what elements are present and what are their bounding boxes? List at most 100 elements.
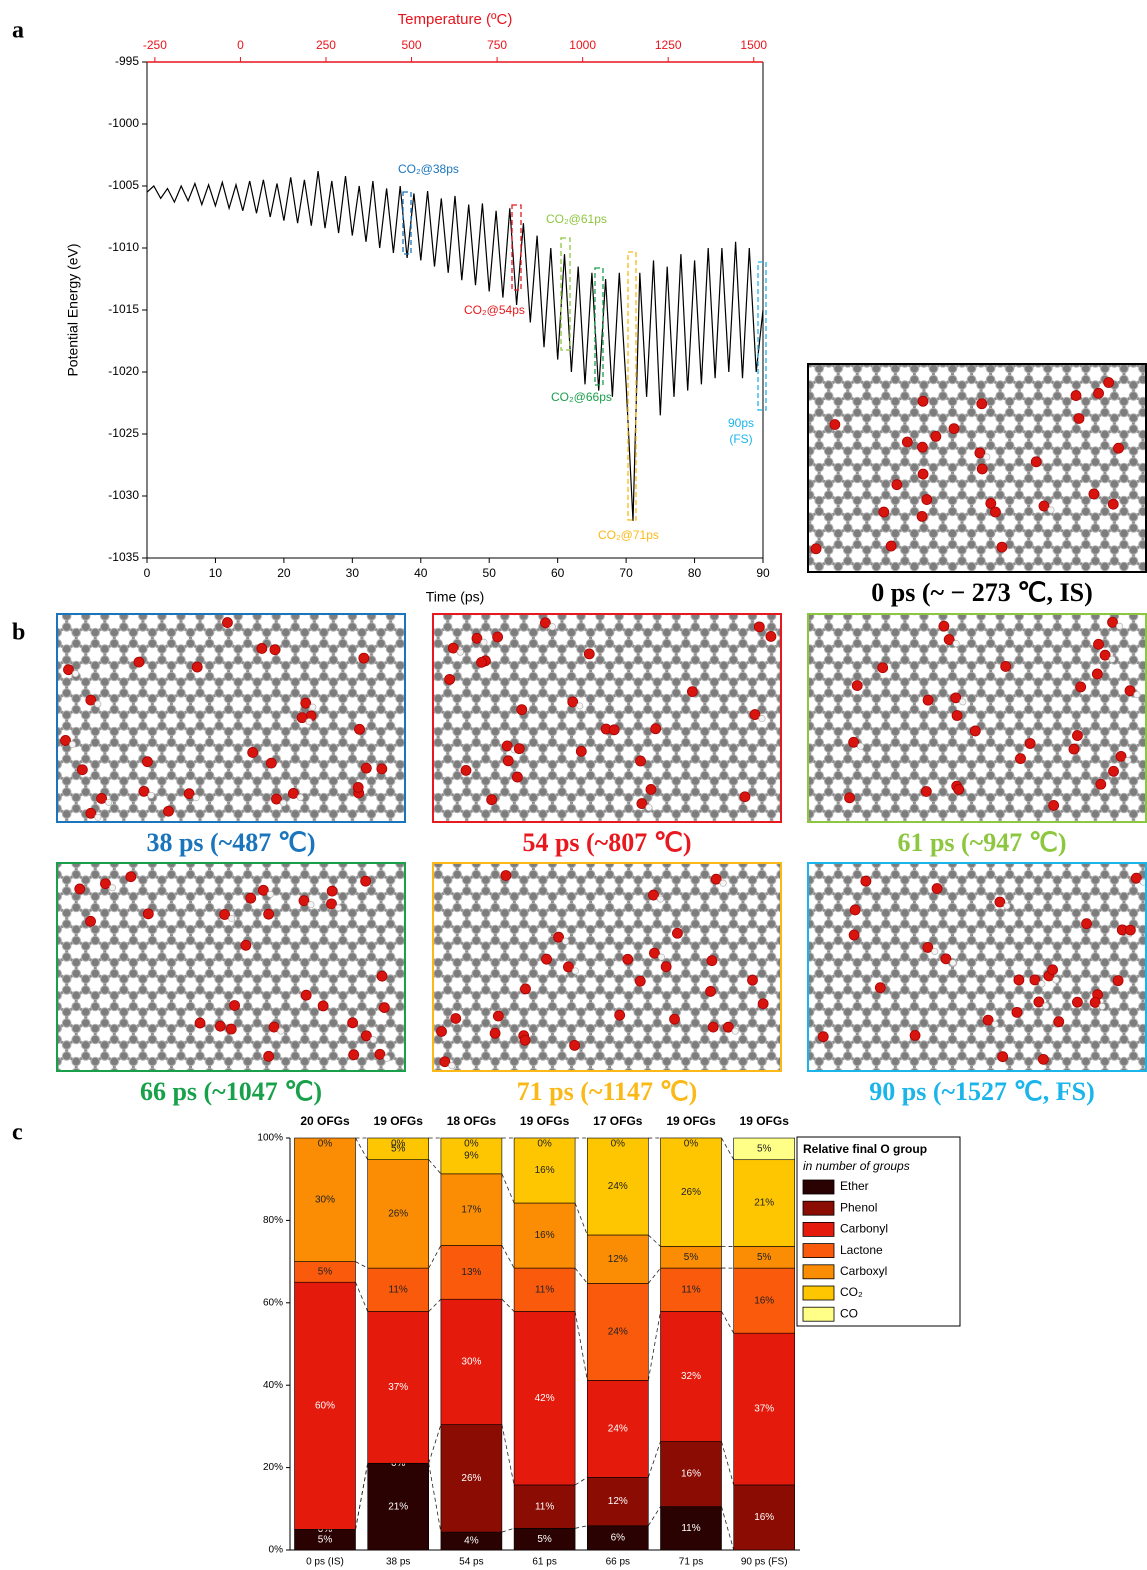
oxygen-atom [476, 656, 487, 668]
hydrogen-atom [383, 1054, 391, 1062]
connector [721, 1506, 735, 1551]
value-label: 12% [608, 1254, 628, 1265]
oxygen-atom [909, 1029, 921, 1041]
oxygen-atom [85, 915, 96, 927]
oxygen-atom [352, 781, 364, 793]
oxygen-atom [1038, 1053, 1049, 1065]
oxygen-atom [969, 725, 981, 737]
snapshot: 71 ps (~1147 ℃) [432, 862, 782, 1106]
oxygen-atom [74, 883, 86, 895]
x-axis-title: Time (ps) [426, 589, 485, 605]
bar-segment [513, 1484, 576, 1529]
y-tick-label: 100% [257, 1133, 283, 1144]
bar-segment [367, 1159, 430, 1269]
oxygen-atom [513, 743, 525, 755]
bar-segment [367, 1267, 430, 1312]
oxygen-atom [997, 1051, 1009, 1063]
snapshot: 0 ps (~ − 273 ℃, IS) [807, 363, 1147, 607]
value-label: 26% [681, 1187, 701, 1198]
value-label: 0% [611, 1139, 626, 1150]
connector [428, 1159, 442, 1175]
oxygen-atom [76, 764, 88, 776]
hydrogen-atom [952, 640, 960, 648]
bar-segment [733, 1159, 796, 1247]
value-label: 9% [464, 1151, 479, 1162]
value-label: 16% [754, 1512, 774, 1523]
oxygen-atom [885, 540, 897, 552]
oxygen-atom [1072, 730, 1083, 741]
value-label: 5% [318, 1267, 333, 1278]
total-label: 20 OFGs [300, 1114, 350, 1128]
oxygen-atom [376, 970, 388, 982]
value-label: 16% [681, 1469, 701, 1480]
hydrogen-atom [105, 798, 113, 806]
oxygen-atom [245, 892, 257, 904]
oxygen-atom [471, 632, 483, 644]
value-label: 0% [684, 1139, 699, 1150]
oxygen-atom [268, 1021, 280, 1033]
hydrogen-atom [1098, 1002, 1106, 1010]
event-box [402, 191, 412, 255]
oxygen-atom [848, 929, 860, 941]
hydrogen-atom [1116, 622, 1124, 630]
connector [574, 1476, 588, 1486]
y-tick-label: -1010 [108, 240, 139, 254]
connector [501, 1298, 515, 1312]
y-tick-label: 80% [263, 1215, 283, 1226]
hydrogen-atom [307, 901, 315, 909]
oxygen-atom [851, 680, 863, 692]
oxygen-atom [614, 1009, 626, 1021]
oxygen-atom [360, 1030, 372, 1042]
total-label: 19 OFGs [520, 1114, 570, 1128]
oxygen-atom [921, 494, 933, 505]
oxygen-atom [358, 652, 370, 664]
bar-segment [586, 1283, 649, 1381]
oxygen-atom [1038, 500, 1050, 512]
connector [428, 1298, 442, 1312]
oxygen-atom [922, 942, 934, 953]
y-tick-label: -1030 [108, 488, 139, 502]
value-label: 30% [315, 1194, 335, 1205]
oxygen-atom [447, 642, 459, 654]
oxygen-atom [1013, 974, 1025, 986]
bar-segment [294, 1137, 356, 1262]
x-tick-label: 70 [619, 566, 633, 580]
bar-segment [660, 1137, 722, 1247]
bar-segment [586, 1137, 649, 1236]
hydrogen-atom [456, 648, 464, 656]
oxygen-atom [747, 974, 758, 986]
oxygen-atom [1029, 974, 1041, 986]
value-label: 21% [388, 1501, 408, 1512]
legend-swatch [802, 1264, 835, 1280]
oxygen-atom [502, 755, 514, 767]
value-label: 0% [318, 1139, 333, 1150]
hydrogen-atom [228, 915, 236, 923]
oxygen-atom [541, 953, 552, 965]
bar-segment [367, 1462, 430, 1551]
legend-swatch [802, 1243, 835, 1258]
oxygen-atom [569, 1039, 580, 1051]
bar-segment [660, 1311, 722, 1442]
oxygen-atom [450, 1013, 462, 1024]
oxygen-atom [263, 908, 275, 920]
oxygen-atom [878, 506, 890, 518]
event-box [594, 267, 604, 386]
bar-segment [513, 1311, 576, 1486]
oxygen-atom [1033, 996, 1045, 1008]
total-label: 17 OFGs [593, 1114, 643, 1128]
oxygen-atom [990, 506, 1001, 518]
oxygen-atom [271, 793, 282, 805]
oxygen-atom [436, 1026, 447, 1037]
legend-swatch [802, 1179, 835, 1195]
connector [647, 1506, 661, 1526]
value-label: 37% [754, 1404, 774, 1415]
y-tick-label: -1035 [108, 550, 139, 564]
oxygen-atom [920, 786, 932, 797]
value-label: 11% [389, 1284, 408, 1295]
oxygen-atom [486, 794, 498, 806]
legend-swatch [802, 1200, 835, 1216]
oxygen-atom [360, 762, 372, 774]
oxygen-atom [1130, 872, 1142, 884]
value-label: 0% [391, 1139, 406, 1150]
value-label: 6% [611, 1533, 626, 1544]
